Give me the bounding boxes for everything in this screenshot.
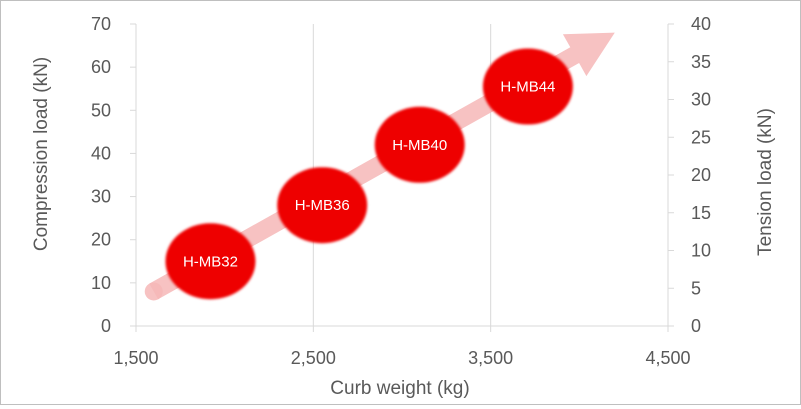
bubble-label: H-MB32 [183,253,238,270]
y-right-tick-label: 40 [691,14,711,34]
bubble-h-mb32: H-MB32 [165,223,256,300]
bubble-label: H-MB40 [392,137,447,154]
y-right-tick-label: 20 [691,165,711,185]
y-left-tick-label: 10 [91,273,111,293]
x-tick-label: 3,500 [468,348,513,368]
y-left-tick-label: 40 [91,143,111,163]
bubble-label: H-MB44 [500,79,555,96]
bubble-h-mb36: H-MB36 [277,167,368,244]
x-tick-label: 4,500 [645,348,690,368]
bubble-marker [482,48,573,125]
y-right-tick-label: 30 [691,90,711,110]
y-left-tick-label: 30 [91,187,111,207]
bubble-marker [165,223,256,300]
y-axis-left-title: Compression load (kN) [31,57,52,251]
x-tick-label: 1,500 [113,348,158,368]
axes-layer: 1,500 2,500 3,500 4,50001020304050607005101… [91,14,711,368]
bubble-label: H-MB36 [295,197,350,214]
y-left-tick-label: 70 [91,14,111,34]
y-axis-right-title: Tension load (kN) [755,108,776,256]
bubble-h-mb40: H-MB40 [374,106,465,183]
y-right-tick-label: 35 [691,52,711,72]
bubble-marker [277,167,368,244]
y-right-tick-label: 15 [691,203,711,223]
y-left-tick-label: 60 [91,57,111,77]
x-tick-label: 2,500 [291,348,336,368]
x-axis-title: Curb weight (kg) [330,378,469,399]
bubbles-layer: H-MB32 H-MB36 H-MB40 H-MB44 [165,48,573,300]
y-left-tick-label: 20 [91,230,111,250]
bubble-h-mb44: H-MB44 [482,48,573,125]
y-right-tick-label: 5 [691,278,701,298]
y-left-tick-label: 50 [91,100,111,120]
trend-arrow-tail [144,282,163,301]
bubble-marker [374,106,465,183]
y-left-tick-label: 0 [101,316,111,336]
y-right-tick-label: 10 [691,241,711,261]
y-right-tick-label: 0 [691,316,701,336]
y-right-tick-label: 25 [691,127,711,147]
